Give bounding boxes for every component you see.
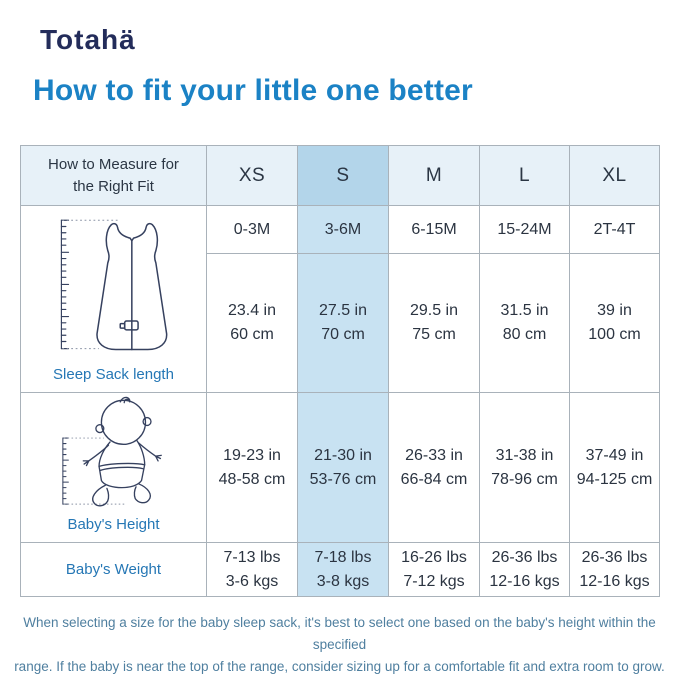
cell-length-s: 27.5 in 70 cm <box>297 253 389 393</box>
col-header-m: M <box>388 145 480 206</box>
cell-weight-l: 26-36 lbs 12-16 kgs <box>479 542 570 597</box>
sack-length-row: 23.4 in 60 cm 27.5 in 70 cm 29.5 in 75 c… <box>21 253 660 393</box>
cell-length-xl: 39 in 100 cm <box>569 253 660 393</box>
inches-value: 26-33 in <box>405 446 463 464</box>
baby-height-row: Baby's Height 19-23 in 48-58 cm 21-30 in… <box>20 392 660 543</box>
lbs-value: 7-13 lbs <box>223 548 281 566</box>
inches-value: 31-38 in <box>495 446 554 464</box>
baby-weight-row: Baby's Weight 7-13 lbs 3-6 kgs 7-18 lbs … <box>20 542 660 597</box>
age-row: Sleep Sack length 0-3M 3-6M 6-15M 15-24M… <box>20 204 660 393</box>
col-header-l: L <box>479 145 570 206</box>
inches-value: 37-49 in <box>585 446 644 464</box>
size-chart-table: How to Measure for the Right Fit XS S M … <box>20 145 660 597</box>
baby-illustration: Baby's Height <box>21 394 206 542</box>
cell-age-xs: 0-3M <box>206 204 298 255</box>
kgs-value: 12-16 kgs <box>489 572 560 590</box>
brand-logo: Totahä <box>40 24 136 55</box>
sleep-sack-length-label: Sleep Sack length <box>53 366 174 383</box>
baby-weight-label-cell: Baby's Weight <box>20 542 207 597</box>
cell-age-s: 3-6M <box>297 204 389 255</box>
col-header-xl: XL <box>569 145 660 206</box>
kgs-value: 3-8 kgs <box>316 572 370 590</box>
note-line-1: When selecting a size for the baby sleep… <box>23 615 656 652</box>
cell-length-l: 31.5 in 80 cm <box>479 253 570 393</box>
col-header-xs: XS <box>206 145 298 206</box>
sleep-sack-illustration: Sleep Sack length <box>21 206 206 392</box>
lbs-value: 26-36 lbs <box>581 548 648 566</box>
sleep-sack-measure-cell: Sleep Sack length <box>20 205 207 393</box>
cell-height-l: 31-38 in 78-96 cm <box>479 392 570 543</box>
baby-icon <box>61 396 162 506</box>
baby-height-label: Baby's Height <box>67 515 160 533</box>
sleep-sack-icon <box>60 219 167 351</box>
cell-length-m: 29.5 in 75 cm <box>388 253 480 393</box>
inches-value: 27.5 in <box>318 302 368 319</box>
kgs-value: 12-16 kgs <box>579 572 650 590</box>
cell-age-m: 6-15M <box>388 204 480 255</box>
kgs-value: 7-12 kgs <box>403 572 465 590</box>
inches-value: 21-30 in <box>314 446 372 464</box>
lbs-value: 7-18 lbs <box>314 548 372 566</box>
cell-age-xl: 2T-4T <box>569 204 660 255</box>
lbs-value: 16-26 lbs <box>401 548 467 566</box>
inches-value: 29.5 in <box>409 302 459 319</box>
cm-value: 60 cm <box>230 326 274 343</box>
inches-value: 31.5 in <box>500 302 549 319</box>
note-line-2: range. If the baby is near the top of th… <box>14 659 665 674</box>
cm-value: 53-76 cm <box>309 470 377 488</box>
cm-value: 70 cm <box>321 326 365 343</box>
cell-weight-m: 16-26 lbs 7-12 kgs <box>388 542 480 597</box>
page-title: How to fit your little one better <box>33 74 473 107</box>
baby-height-measure-cell: Baby's Height <box>20 392 207 543</box>
corner-header-line1: How to Measure for <box>48 155 179 173</box>
inches-value: 23.4 in <box>227 302 277 319</box>
cell-height-xs: 19-23 in 48-58 cm <box>206 392 298 543</box>
baby-weight-label: Baby's Weight <box>65 561 162 578</box>
cell-height-s: 21-30 in 53-76 cm <box>297 392 389 543</box>
cm-value: 94-125 cm <box>576 470 653 488</box>
cm-value: 100 cm <box>588 326 641 343</box>
cm-value: 48-58 cm <box>218 470 286 488</box>
inches-value: 39 in <box>597 302 632 319</box>
cm-value: 80 cm <box>502 326 547 343</box>
cell-height-xl: 37-49 in 94-125 cm <box>569 392 660 543</box>
cell-weight-xs: 7-13 lbs 3-6 kgs <box>206 542 298 597</box>
col-header-s: S <box>297 145 389 206</box>
cm-value: 78-96 cm <box>491 470 558 488</box>
corner-header: How to Measure for the Right Fit <box>20 145 207 206</box>
inches-value: 19-23 in <box>223 446 281 464</box>
cm-value: 66-84 cm <box>400 470 468 488</box>
cm-value: 75 cm <box>412 326 456 343</box>
lbs-value: 26-36 lbs <box>491 548 558 566</box>
table-header-row: How to Measure for the Right Fit XS S M … <box>20 145 660 206</box>
corner-header-line2: the Right Fit <box>73 177 154 195</box>
kgs-value: 3-6 kgs <box>225 572 279 590</box>
cell-weight-s: 7-18 lbs 3-8 kgs <box>297 542 389 597</box>
size-selection-note: When selecting a size for the baby sleep… <box>0 612 679 679</box>
cell-weight-xl: 26-36 lbs 12-16 kgs <box>569 542 660 597</box>
cell-height-m: 26-33 in 66-84 cm <box>388 392 480 543</box>
cell-age-l: 15-24M <box>479 204 570 255</box>
cell-length-xs: 23.4 in 60 cm <box>206 253 298 393</box>
